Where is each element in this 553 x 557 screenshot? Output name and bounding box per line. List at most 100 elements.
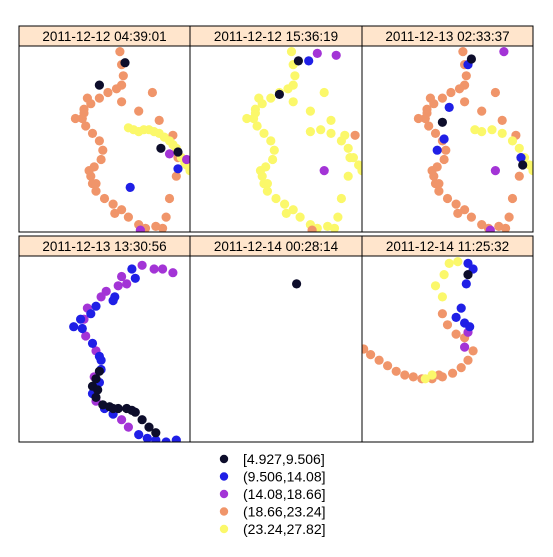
panel-title: 2011-12-12 04:39:01 bbox=[42, 29, 166, 44]
panel-title: 2011-12-12 15:36:19 bbox=[214, 29, 338, 44]
data-point bbox=[87, 338, 98, 348]
legend-marker bbox=[219, 524, 229, 534]
data-point bbox=[151, 428, 161, 438]
data-point bbox=[111, 84, 122, 94]
data-point bbox=[117, 205, 127, 215]
data-point bbox=[456, 303, 466, 313]
panel-points bbox=[413, 47, 533, 232]
data-point bbox=[171, 171, 181, 181]
data-point bbox=[91, 392, 101, 402]
panel-1: 2011-12-12 04:39:01 bbox=[18, 25, 191, 233]
data-point bbox=[430, 128, 441, 138]
data-point bbox=[293, 56, 303, 66]
data-point bbox=[151, 221, 161, 231]
data-point bbox=[516, 153, 526, 163]
data-point bbox=[274, 89, 284, 99]
data-point bbox=[117, 97, 127, 107]
data-point bbox=[343, 143, 353, 153]
data-point bbox=[437, 309, 447, 319]
data-point bbox=[333, 212, 343, 222]
data-point bbox=[490, 166, 500, 176]
data-point bbox=[442, 320, 453, 330]
data-point bbox=[127, 405, 137, 415]
data-point bbox=[171, 435, 181, 442]
data-point bbox=[444, 102, 454, 112]
data-point bbox=[94, 80, 104, 90]
data-point bbox=[271, 193, 281, 204]
legend: [4.927,9.506] (9.506,14.08](14.08,18.66] (… bbox=[219, 451, 326, 537]
data-point bbox=[286, 47, 297, 57]
data-point bbox=[507, 136, 518, 146]
data-point bbox=[408, 372, 418, 382]
data-point bbox=[139, 125, 149, 135]
data-point bbox=[458, 47, 468, 57]
data-point bbox=[350, 130, 360, 140]
data-point bbox=[468, 346, 478, 356]
data-point bbox=[185, 166, 190, 176]
data-point bbox=[444, 258, 454, 268]
data-point bbox=[292, 279, 302, 289]
data-point bbox=[430, 281, 441, 291]
data-point bbox=[142, 433, 152, 442]
data-point bbox=[250, 108, 260, 118]
data-point bbox=[528, 166, 533, 176]
data-point bbox=[437, 117, 447, 127]
data-point bbox=[514, 171, 524, 181]
data-point bbox=[164, 149, 175, 159]
data-point bbox=[434, 186, 444, 196]
data-point bbox=[499, 47, 509, 57]
data-point bbox=[137, 260, 147, 270]
data-point bbox=[99, 193, 110, 204]
data-point bbox=[269, 145, 279, 155]
data-point bbox=[362, 344, 369, 354]
data-point bbox=[400, 370, 410, 380]
data-point bbox=[319, 87, 329, 98]
data-point bbox=[125, 182, 135, 192]
panel-6: 2011-12-14 11:25:32 bbox=[361, 235, 534, 443]
data-point bbox=[117, 415, 127, 425]
legend-marker bbox=[219, 472, 229, 481]
data-point bbox=[151, 435, 161, 442]
data-point bbox=[446, 87, 456, 98]
data-point bbox=[135, 225, 145, 232]
data-point bbox=[69, 322, 79, 332]
panel-title: 2011-12-13 13:30:56 bbox=[42, 239, 166, 254]
data-point bbox=[110, 208, 120, 218]
data-point bbox=[76, 314, 86, 324]
data-point bbox=[288, 205, 298, 215]
data-point bbox=[307, 225, 317, 232]
data-point bbox=[87, 128, 98, 138]
data-point bbox=[96, 292, 106, 302]
panel-title: 2011-12-14 11:25:32 bbox=[386, 239, 509, 254]
data-point bbox=[437, 292, 447, 302]
data-point bbox=[326, 115, 336, 125]
data-point bbox=[94, 366, 104, 376]
data-point bbox=[82, 93, 92, 103]
data-point bbox=[156, 143, 166, 153]
panel-points bbox=[70, 47, 190, 232]
legend-label: (14.08,18.66] bbox=[243, 486, 326, 502]
panel-2: 2011-12-12 15:36:19 bbox=[189, 25, 363, 233]
data-point bbox=[448, 368, 458, 378]
data-point bbox=[425, 93, 435, 103]
data-point bbox=[485, 225, 495, 232]
data-point bbox=[451, 199, 461, 209]
data-point bbox=[96, 154, 106, 165]
panel-points bbox=[242, 47, 362, 232]
data-point bbox=[255, 166, 266, 176]
data-point bbox=[130, 273, 140, 283]
data-point bbox=[158, 264, 168, 274]
data-point bbox=[413, 113, 423, 124]
data-point bbox=[173, 147, 183, 157]
data-point bbox=[123, 422, 133, 432]
data-point bbox=[305, 106, 315, 116]
data-point bbox=[454, 84, 465, 94]
data-point bbox=[453, 208, 463, 218]
data-point bbox=[514, 143, 524, 153]
data-point bbox=[252, 121, 262, 131]
data-point bbox=[108, 199, 118, 209]
data-point bbox=[329, 223, 340, 232]
data-point bbox=[115, 47, 125, 57]
data-point bbox=[316, 125, 326, 135]
data-point bbox=[262, 179, 272, 189]
